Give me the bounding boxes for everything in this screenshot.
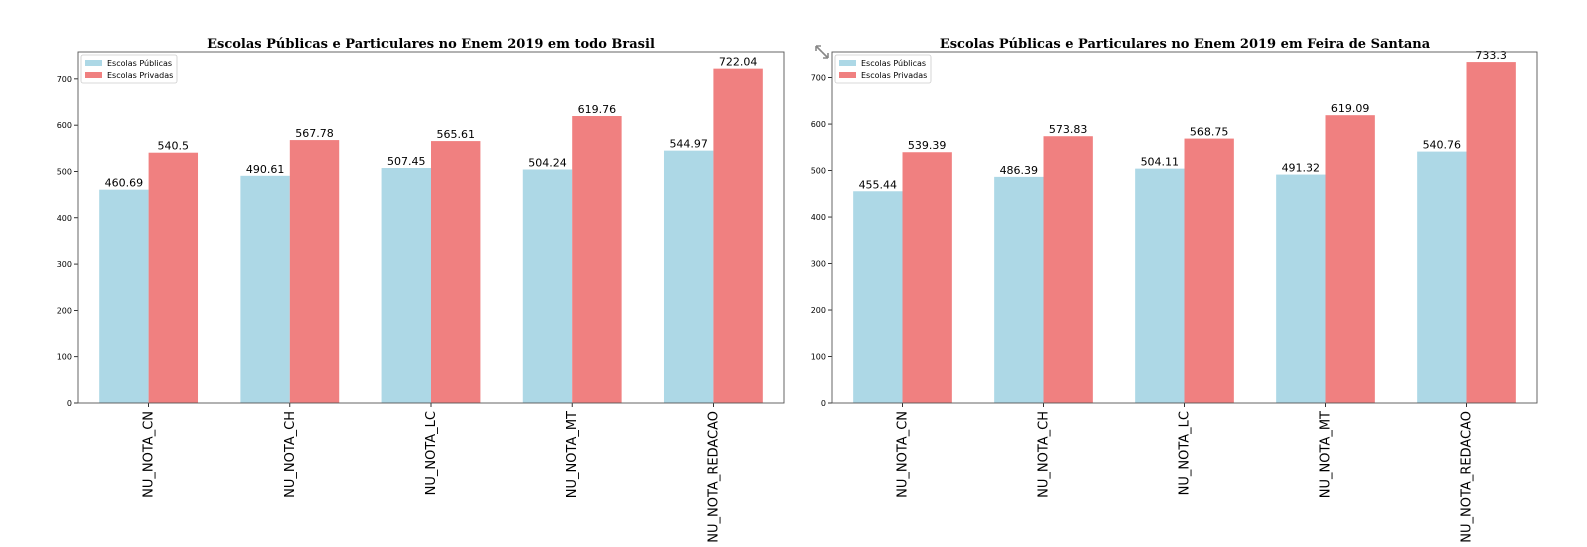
y-tick-label: 100	[57, 353, 72, 362]
data-label: 455.44	[859, 178, 898, 191]
y-tick-label: 600	[811, 120, 826, 129]
x-tick-label: NU_NOTA_LC	[424, 411, 439, 495]
expand-arrows-icon[interactable]	[815, 45, 829, 59]
x-tick-label: NU_NOTA_CN	[142, 411, 157, 498]
y-tick-label: 0	[821, 399, 826, 408]
legend-box	[834, 54, 932, 84]
bar-publicas-nu_nota_ch	[994, 176, 1044, 403]
data-label: 486.39	[1000, 164, 1039, 177]
legend-swatch	[839, 72, 856, 78]
x-tick-label: NU_NOTA_CH	[283, 411, 298, 498]
legend-swatch	[85, 60, 102, 66]
x-tick-label: NU_NOTA_REDACAO	[706, 411, 721, 543]
data-label: 540.5	[158, 140, 190, 153]
y-tick-label: 400	[57, 214, 72, 223]
y-tick-label: 300	[57, 260, 72, 269]
legend-box	[80, 54, 178, 84]
legend-label: Escolas Privadas	[107, 71, 173, 80]
data-label: 544.97	[669, 138, 708, 151]
chart-brasil: Escolas Públicas e Particulares no Enem …	[57, 37, 785, 543]
data-label: 504.24	[528, 157, 567, 170]
x-tick-label: NU_NOTA_LC	[1178, 411, 1193, 495]
legend-label: Escolas Públicas	[861, 59, 926, 68]
legend-swatch	[839, 60, 856, 66]
data-label: 540.76	[1423, 139, 1462, 152]
y-tick-label: 200	[57, 306, 72, 315]
y-tick-label: 400	[811, 213, 826, 222]
data-label: 491.32	[1282, 162, 1321, 175]
data-label: 619.76	[578, 103, 617, 116]
y-tick-label: 300	[811, 260, 826, 269]
bar-publicas-nu_nota_lc	[381, 168, 431, 403]
y-tick-label: 700	[57, 75, 72, 84]
data-label: 504.11	[1141, 156, 1180, 169]
x-tick-label: NU_NOTA_MT	[1319, 411, 1334, 498]
y-tick-label: 600	[57, 121, 72, 130]
bar-privadas-nu_nota_redacao	[1466, 62, 1516, 403]
data-label: 619.09	[1331, 102, 1370, 115]
data-label: 573.83	[1049, 123, 1088, 136]
bar-publicas-nu_nota_mt	[522, 169, 573, 403]
data-label: 722.04	[719, 56, 758, 69]
data-label: 539.39	[908, 139, 947, 152]
bar-publicas-nu_nota_ch	[240, 175, 290, 403]
data-label: 568.75	[1190, 126, 1229, 139]
bar-privadas-nu_nota_mt	[1325, 115, 1375, 404]
y-tick-label: 500	[57, 167, 72, 176]
legend-label: Escolas Privadas	[861, 71, 927, 80]
bar-privadas-nu_nota_ch	[1043, 136, 1093, 403]
x-tick-label: NU_NOTA_CN	[896, 411, 911, 498]
chart-feira-de-santana: Escolas Públicas e Particulares no Enem …	[811, 37, 1538, 543]
bar-privadas-nu_nota_lc	[431, 141, 481, 403]
y-tick-label: 200	[811, 306, 826, 315]
bar-publicas-nu_nota_redacao	[663, 150, 714, 403]
data-label: 733.3	[1475, 49, 1507, 62]
data-label: 490.61	[246, 163, 285, 176]
plot-frame	[831, 51, 1538, 404]
bar-privadas-nu_nota_redacao	[713, 68, 763, 403]
y-tick-label: 500	[811, 167, 826, 176]
x-tick-label: NU_NOTA_REDACAO	[1460, 411, 1475, 543]
y-tick-label: 700	[811, 74, 826, 83]
data-label: 567.78	[295, 127, 334, 140]
bar-publicas-nu_nota_mt	[1276, 174, 1326, 403]
chart-title: Escolas Públicas e Particulares no Enem …	[940, 37, 1431, 52]
legend-swatch	[85, 72, 102, 78]
legend: Escolas Públicas Escolas Privadas	[834, 54, 932, 84]
bar-privadas-nu_nota_ch	[289, 140, 340, 403]
bar-publicas-nu_nota_lc	[1135, 168, 1185, 403]
bar-privadas-nu_nota_lc	[1184, 138, 1234, 403]
y-tick-label: 0	[67, 399, 72, 408]
data-label: 507.45	[387, 155, 426, 168]
bar-publicas-nu_nota_cn	[853, 191, 903, 403]
legend-label: Escolas Públicas	[107, 59, 172, 68]
x-tick-label: NU_NOTA_CH	[1037, 411, 1052, 498]
bar-privadas-nu_nota_cn	[148, 152, 199, 403]
legend: Escolas Públicas Escolas Privadas	[80, 54, 178, 84]
bar-privadas-nu_nota_mt	[572, 116, 622, 403]
x-tick-label: NU_NOTA_MT	[565, 411, 580, 498]
bar-publicas-nu_nota_redacao	[1417, 151, 1467, 403]
plot-frame	[77, 51, 785, 404]
data-label: 565.61	[436, 128, 475, 141]
y-tick-label: 100	[811, 353, 826, 362]
bar-privadas-nu_nota_cn	[902, 152, 952, 403]
chart-title: Escolas Públicas e Particulares no Enem …	[207, 37, 655, 52]
data-label: 460.69	[105, 177, 144, 190]
bar-publicas-nu_nota_cn	[99, 189, 149, 403]
